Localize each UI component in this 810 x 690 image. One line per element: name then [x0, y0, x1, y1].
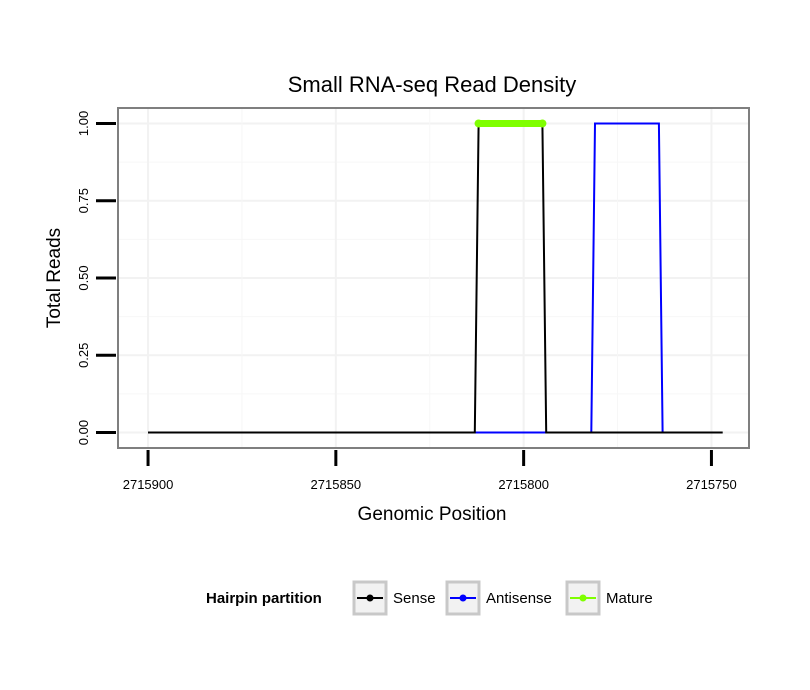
- legend-label-mature: Mature: [606, 590, 653, 607]
- x-tick-label: 2715750: [686, 477, 737, 492]
- legend-marker-sense: [366, 594, 374, 602]
- x-axis: 2715900 2715850 2715800 2715750: [123, 450, 737, 492]
- legend-title: Hairpin partition: [206, 590, 322, 607]
- y-tick-label: 0.50: [76, 265, 91, 290]
- legend-items: Sense Antisense Mature: [352, 580, 653, 616]
- y-tick-label: 0.75: [76, 188, 91, 213]
- x-tick-label: 2715800: [498, 477, 549, 492]
- y-tick-label: 1.00: [76, 111, 91, 136]
- x-axis-label: Genomic Position: [358, 504, 507, 525]
- legend: Hairpin partition Sense Antisense Mature: [206, 580, 653, 616]
- data-point-mature: [538, 119, 547, 128]
- series-layer: [148, 119, 723, 434]
- legend-marker-mature: [579, 594, 587, 602]
- legend-marker-antisense: [459, 594, 467, 602]
- x-tick-label: 2715900: [123, 477, 174, 492]
- y-tick-label: 0.00: [76, 420, 91, 445]
- plot-border: [117, 107, 750, 449]
- y-tick-label: 0.25: [76, 343, 91, 368]
- grid: [118, 108, 749, 448]
- x-tick-label: 2715850: [311, 477, 362, 492]
- y-axis-label: Total Reads: [44, 228, 65, 328]
- y-axis: 0.00 0.25 0.50 0.75 1.00: [76, 111, 116, 445]
- chart-title: Small RNA-seq Read Density: [288, 72, 577, 97]
- plot-area: [117, 107, 750, 449]
- legend-label-antisense: Antisense: [486, 590, 552, 607]
- data-point-mature: [474, 119, 483, 128]
- legend-label-sense: Sense: [393, 590, 436, 607]
